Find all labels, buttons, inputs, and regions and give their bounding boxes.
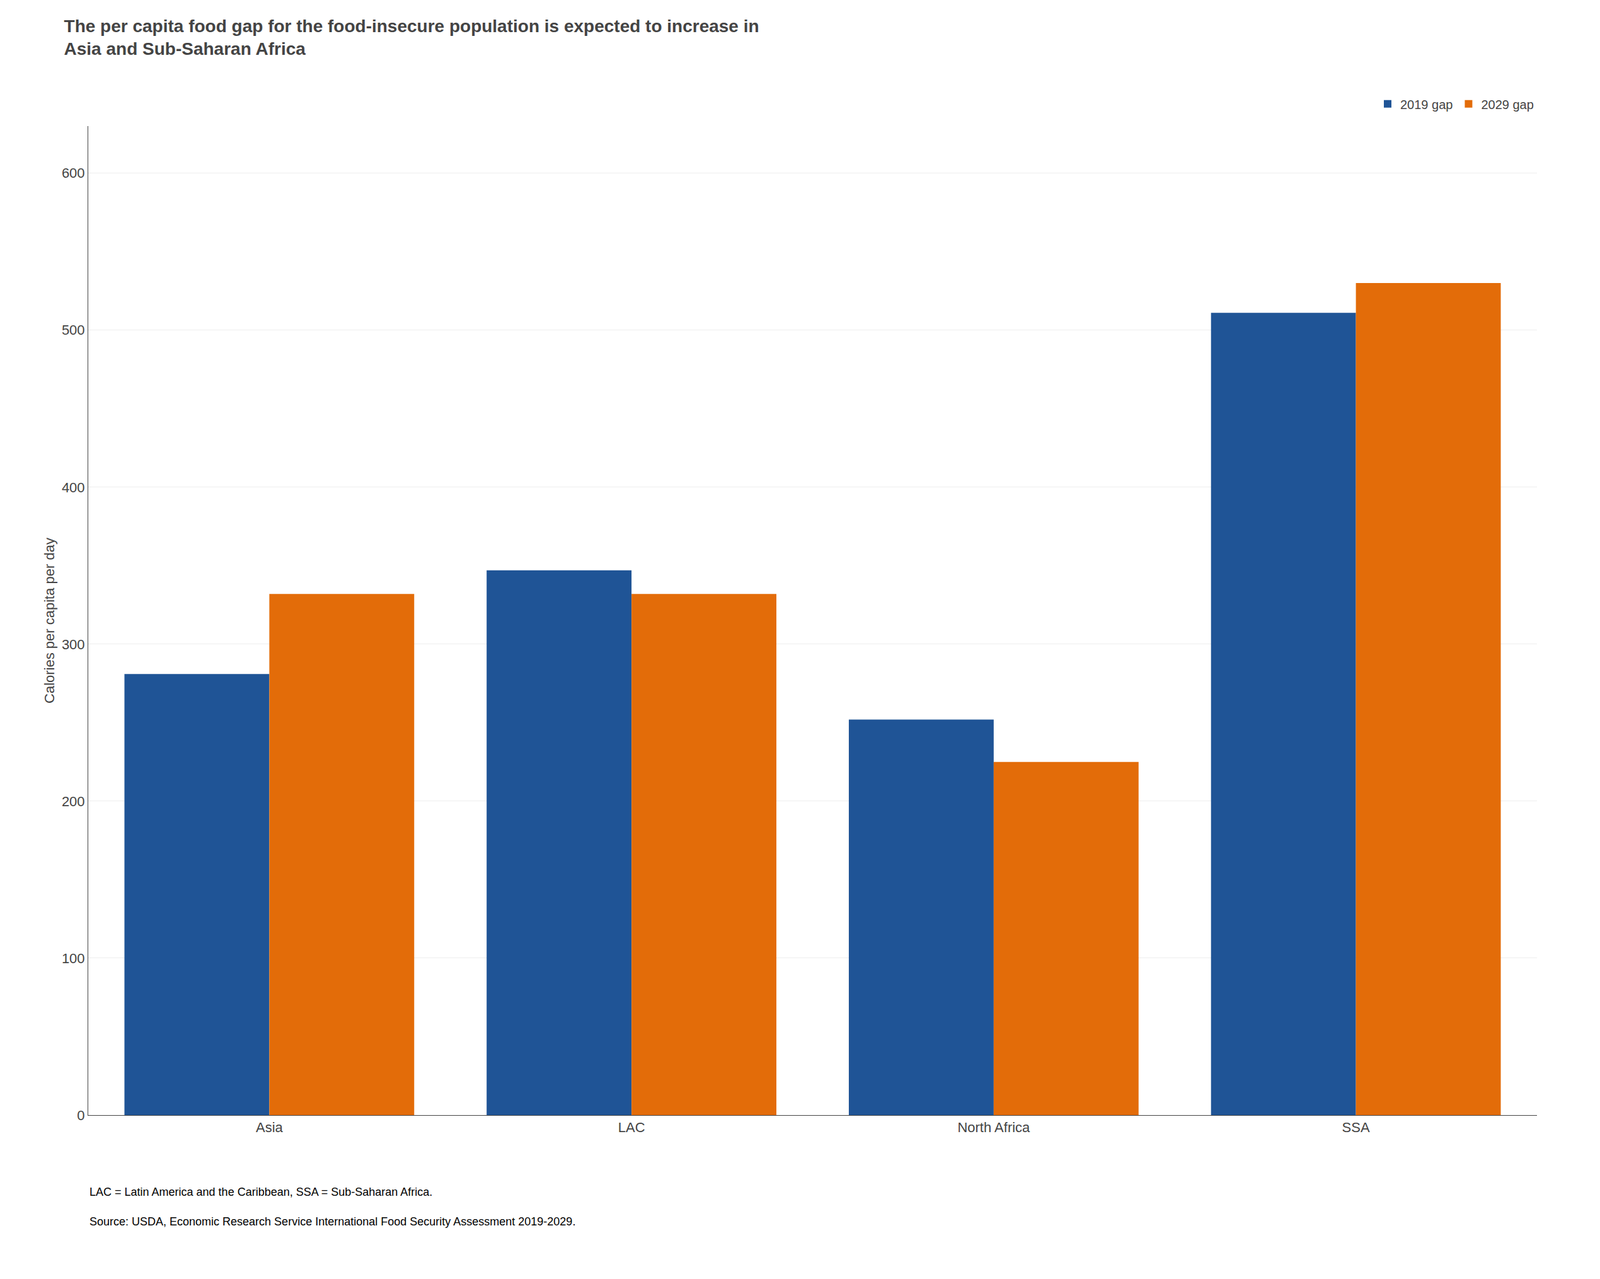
svg-text:The per capita food gap for th: The per capita food gap for the food-ins… <box>64 16 760 59</box>
svg-text:LAC: LAC <box>618 1119 646 1135</box>
svg-text:0: 0 <box>76 1107 85 1123</box>
svg-text:LAC = Latin America and the Ca: LAC = Latin America and the Caribbean, S… <box>89 1185 433 1198</box>
svg-text:200: 200 <box>61 793 86 810</box>
svg-text:SSA: SSA <box>1342 1119 1370 1135</box>
svg-text:Source: USDA, Economic Researc: Source: USDA, Economic Research Service … <box>89 1214 576 1228</box>
svg-text:2019 gap: 2019 gap <box>1400 97 1453 112</box>
svg-text:600: 600 <box>61 165 86 181</box>
svg-text:500: 500 <box>61 322 86 338</box>
svg-text:400: 400 <box>61 479 86 496</box>
svg-text:300: 300 <box>61 636 86 653</box>
svg-text:100: 100 <box>61 950 86 967</box>
svg-text:North Africa: North Africa <box>957 1119 1031 1135</box>
svg-text:Calories per capita per day: Calories per capita per day <box>41 537 58 704</box>
svg-text:Asia: Asia <box>255 1119 284 1135</box>
svg-text:2029 gap: 2029 gap <box>1480 97 1534 112</box>
